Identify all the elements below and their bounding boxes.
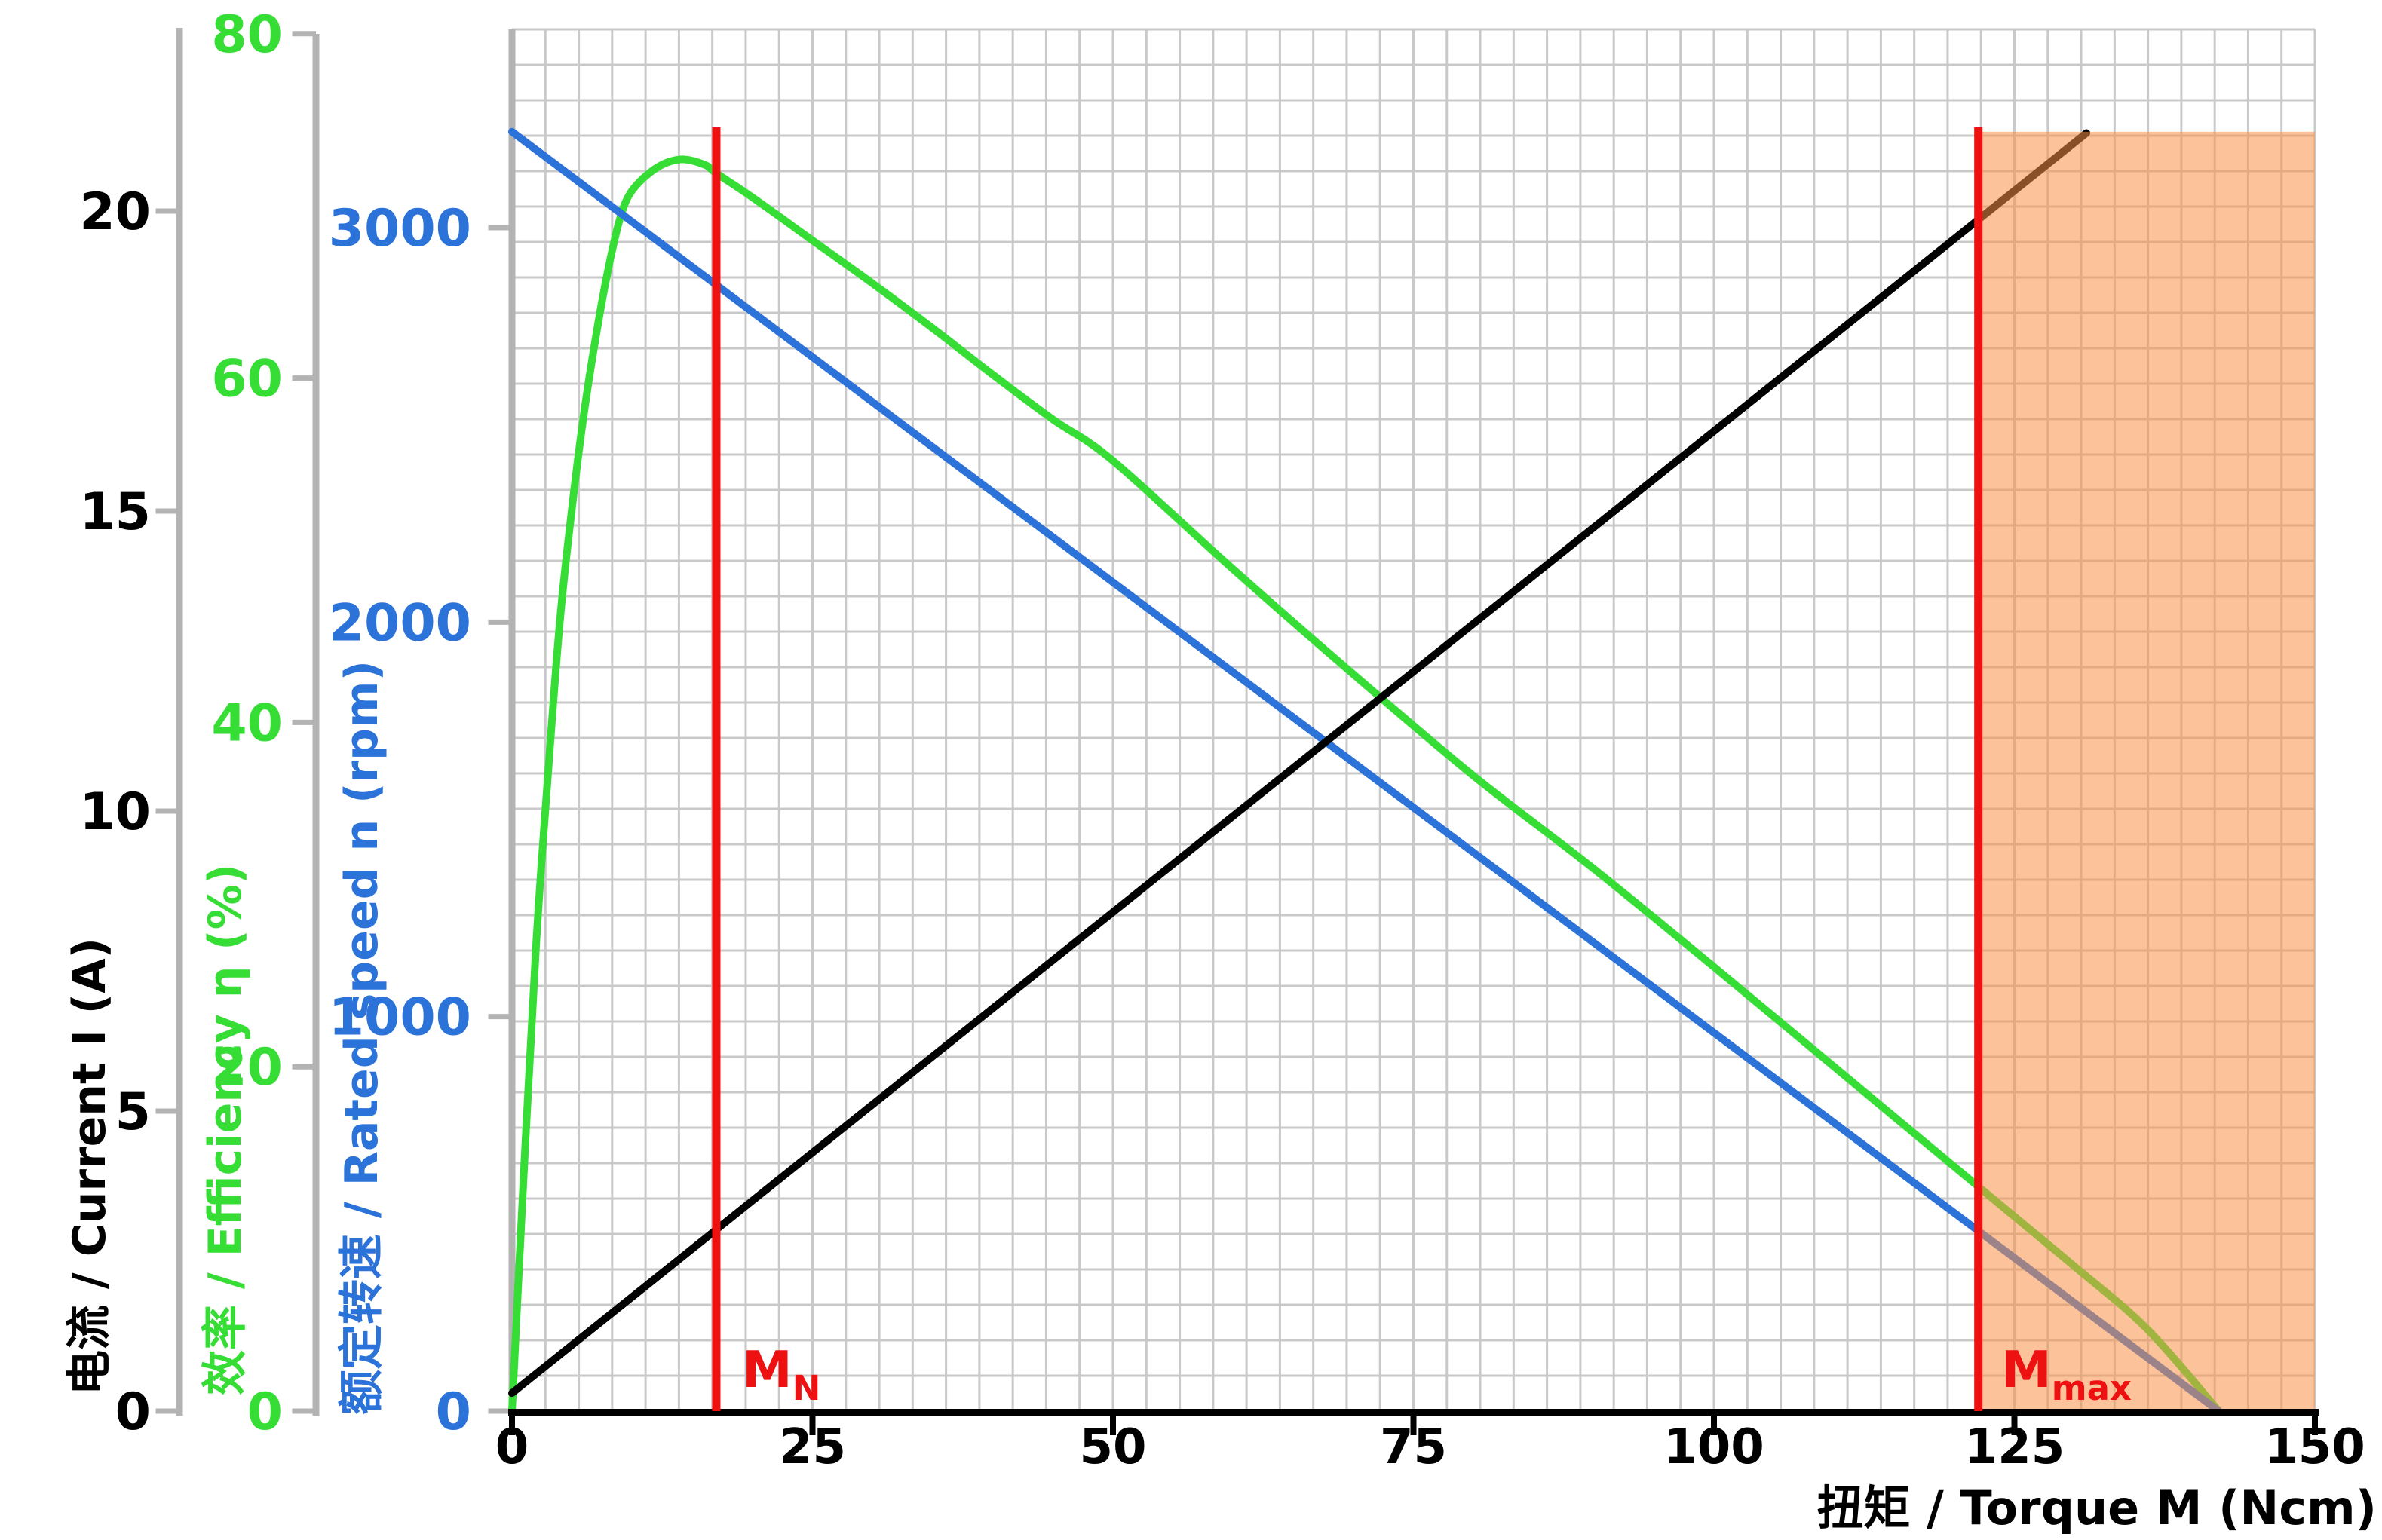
speed-tick-label: 3000 bbox=[329, 199, 471, 259]
overload-region bbox=[1978, 131, 2315, 1411]
efficiency-tick-label: 20 bbox=[211, 1038, 283, 1098]
axis-lines bbox=[155, 28, 516, 1416]
rated-torque-label: MN bbox=[742, 1340, 820, 1408]
efficiency-tick-label: 0 bbox=[247, 1382, 283, 1442]
efficiency-tick-label: 80 bbox=[211, 5, 283, 65]
efficiency-axis-title: 效率 / Efficiency η (%) bbox=[199, 864, 252, 1395]
speed-tick-label: 0 bbox=[436, 1382, 471, 1442]
max-torque-label: Mmax bbox=[2001, 1340, 2132, 1408]
speed-tick-label: 1000 bbox=[329, 988, 471, 1048]
x-tick-label: 25 bbox=[779, 1419, 846, 1475]
max-torque-label-sub: max bbox=[2052, 1368, 2132, 1408]
current-tick-label: 0 bbox=[115, 1382, 151, 1442]
efficiency-tick-label: 60 bbox=[211, 350, 283, 409]
current-tick-label: 15 bbox=[79, 482, 151, 542]
x-tick-label: 75 bbox=[1380, 1419, 1447, 1475]
current-axis-title: 电流 / Current I (A) bbox=[63, 938, 116, 1395]
rated_speed-curve bbox=[508, 127, 2223, 1415]
x-tick-label: 100 bbox=[1663, 1419, 1764, 1475]
x-tick-label: 150 bbox=[2264, 1419, 2365, 1475]
x-tick-label: 0 bbox=[495, 1419, 529, 1475]
rated-torque-label-main: M bbox=[742, 1340, 792, 1399]
data-curves bbox=[508, 127, 2223, 1415]
tick-labels: 0 5 10 15 20 0 20 40 60 80 0 1000 2000 3000 0 25 50 75 100… bbox=[79, 5, 2365, 1475]
max-torque-label-main: M bbox=[2001, 1340, 2052, 1399]
x-tick-label: 50 bbox=[1079, 1419, 1146, 1475]
overload-region-fill bbox=[1978, 131, 2315, 1411]
current-tick-label: 20 bbox=[79, 182, 151, 242]
x-axis bbox=[508, 1409, 2319, 1435]
current-tick-label: 10 bbox=[79, 782, 151, 842]
speed-axis-title: 额定转速 / Rated speed n (rpm) bbox=[336, 660, 388, 1415]
current-tick-label: 5 bbox=[115, 1082, 151, 1142]
rated-torque-label-sub: N bbox=[792, 1368, 821, 1408]
current-curve bbox=[508, 129, 2091, 1398]
x-tick-label: 125 bbox=[1964, 1419, 2065, 1475]
x-axis-title: 扭矩 / Torque M (Ncm) bbox=[1817, 1480, 2377, 1535]
marker-labels: MN Mmax bbox=[742, 1340, 2132, 1408]
axis-titles: 电流 / Current I (A) 效率 / Efficiency η (%)… bbox=[63, 660, 2377, 1535]
efficiency-tick-label: 40 bbox=[211, 693, 283, 753]
speed-tick-label: 2000 bbox=[329, 593, 471, 653]
efficiency-curve bbox=[508, 155, 2223, 1415]
torque-marker-lines bbox=[712, 127, 1983, 1411]
